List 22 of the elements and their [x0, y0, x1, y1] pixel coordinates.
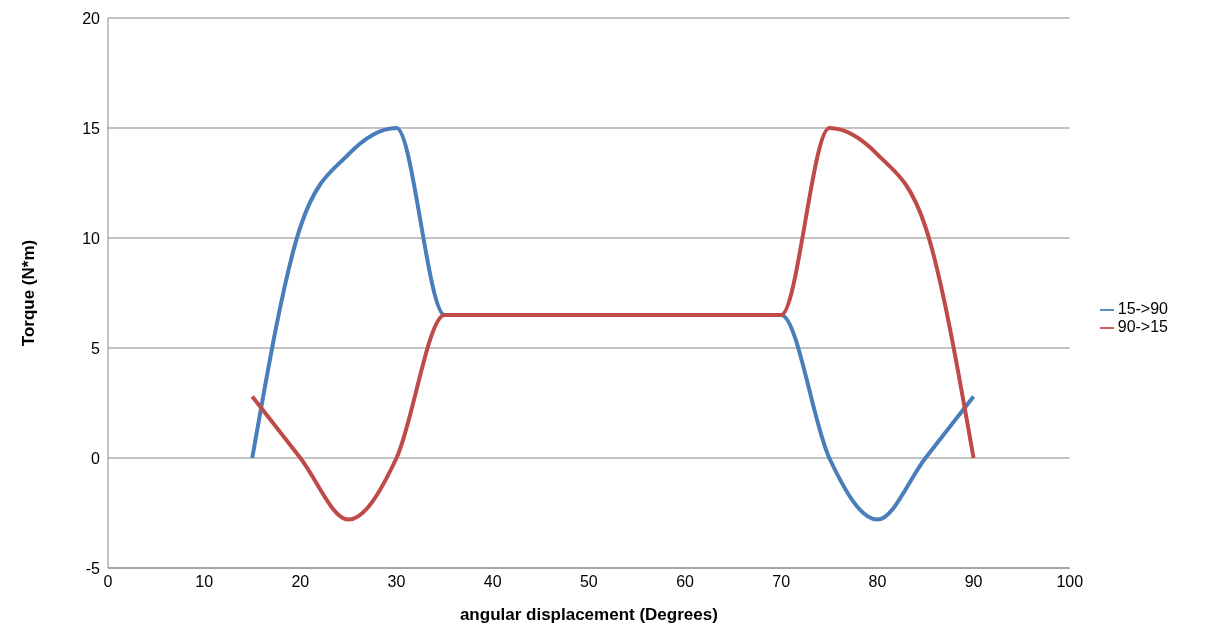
x-tick-label: 100: [1056, 573, 1084, 591]
x-tick-label: 40: [483, 573, 502, 591]
x-tick-label: 60: [676, 573, 695, 591]
x-axis-title: angular displacement (Degrees): [459, 605, 718, 625]
legend-label: 90->15: [1117, 318, 1168, 335]
x-tick-label: 50: [579, 573, 598, 591]
x-tick-label: 0: [103, 573, 113, 591]
x-tick-label: 10: [195, 573, 214, 591]
y-tick-label: 15: [82, 119, 101, 137]
y-tick-label: 0: [91, 449, 101, 467]
x-tick-label: 30: [387, 573, 406, 591]
y-tick-label: 10: [82, 229, 101, 247]
y-tick-label: 5: [91, 339, 101, 357]
x-tick-label: 70: [772, 573, 791, 591]
y-axis-title: Torque (N*m): [19, 239, 39, 347]
x-tick-label: 20: [291, 573, 310, 591]
x-tick-label: 90: [964, 573, 983, 591]
y-tick-label: 20: [82, 9, 101, 27]
legend-label: 15->90: [1117, 300, 1168, 317]
x-tick-label: 80: [868, 573, 887, 591]
y-tick-label: -5: [85, 559, 101, 577]
line-series: [250, 126, 976, 522]
